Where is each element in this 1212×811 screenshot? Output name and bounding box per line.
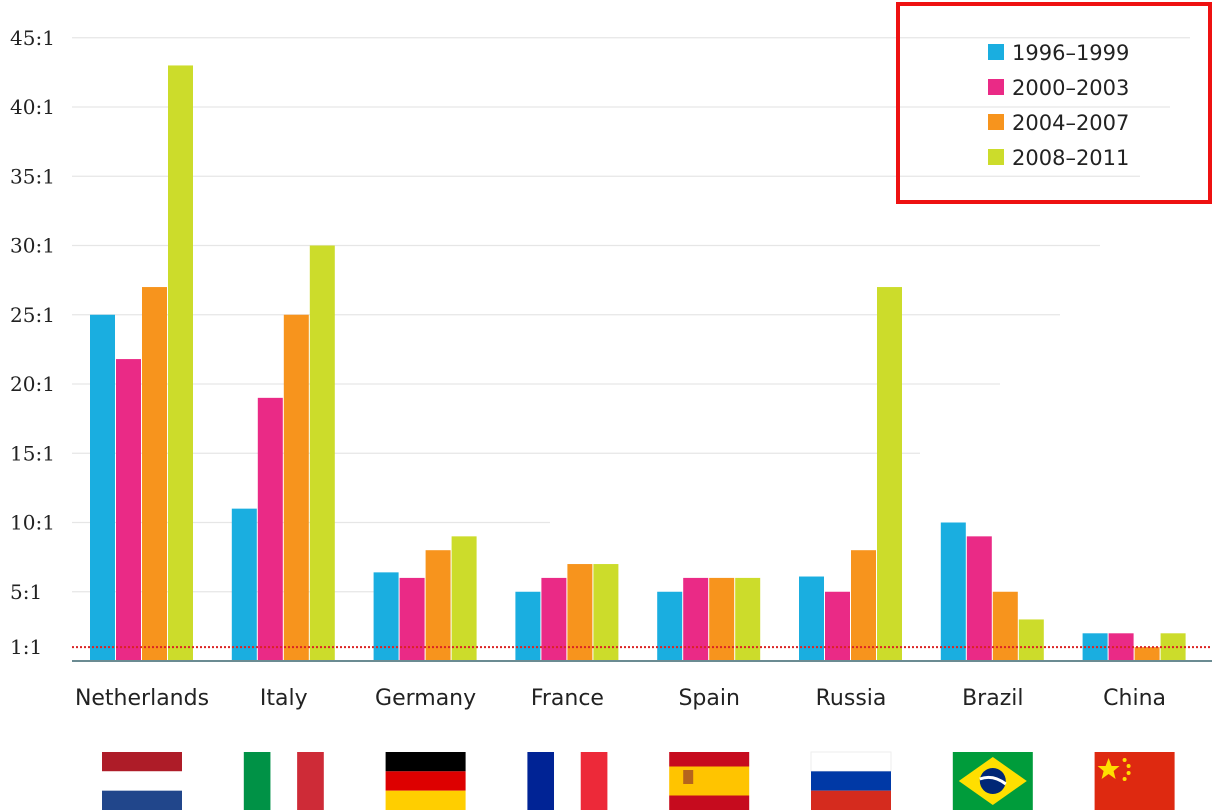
legend-swatch — [988, 149, 1004, 165]
france-flag-icon — [527, 752, 608, 810]
bar — [940, 522, 966, 661]
bar — [515, 591, 541, 661]
y-tick-label: 40:1 — [10, 95, 55, 119]
bar — [992, 591, 1018, 661]
bar — [541, 577, 567, 661]
bar — [567, 564, 593, 661]
bar — [309, 245, 335, 661]
x-tick-label: Germany — [375, 686, 476, 711]
x-tick-label: Italy — [260, 686, 308, 711]
bar — [116, 359, 141, 661]
bar — [877, 287, 902, 661]
bar — [1082, 633, 1108, 661]
bars — [90, 65, 1186, 661]
legend-label: 1996–1999 — [1012, 41, 1129, 65]
bar — [425, 550, 451, 661]
bar — [1018, 619, 1044, 661]
bar — [683, 577, 709, 661]
russia-flag-icon — [810, 751, 892, 810]
brazil-flag-icon — [952, 752, 1033, 810]
legend-swatch — [988, 114, 1004, 130]
bar — [283, 314, 309, 661]
y-tick-label: 35:1 — [10, 164, 55, 188]
bar — [657, 591, 683, 661]
x-axis-labels: Netherlands Italy Germany France Spain Russia… — [75, 686, 1166, 711]
bar — [966, 536, 992, 661]
y-tick-label: 15:1 — [10, 441, 55, 465]
legend-label: 2008–2011 — [1012, 146, 1129, 170]
x-tick-label: Brazil — [962, 686, 1023, 711]
legend-swatch — [988, 79, 1004, 95]
y-axis: 1:1 5:1 10:1 15:1 20:1 25:1 30:1 35:1 40:1 45:1 — [10, 26, 55, 659]
germany-flag-icon — [385, 752, 466, 810]
y-tick-label: 25:1 — [10, 303, 55, 327]
x-tick-label: Russia — [816, 686, 887, 711]
y-tick-label: 5:1 — [10, 580, 42, 604]
bar — [1134, 647, 1160, 661]
bar — [451, 536, 477, 661]
flags — [102, 751, 1175, 810]
bar — [825, 591, 850, 661]
bar — [231, 508, 257, 661]
bar — [399, 577, 425, 661]
netherlands-flag-icon — [102, 752, 182, 810]
bar — [735, 577, 761, 661]
bar — [90, 314, 115, 661]
legend-swatch — [988, 44, 1004, 60]
y-tick-label: 20:1 — [10, 372, 55, 396]
italy-flag-icon — [243, 752, 324, 810]
x-tick-label: Spain — [678, 686, 739, 711]
y-tick-label: 10:1 — [10, 511, 55, 535]
legend-highlight-box — [896, 2, 1212, 204]
x-tick-label: France — [531, 686, 604, 711]
legend-label: 2004–2007 — [1012, 111, 1129, 135]
bar — [142, 287, 167, 661]
bar — [851, 550, 876, 661]
china-flag-icon — [1094, 752, 1175, 810]
bar — [799, 576, 824, 661]
bar — [168, 65, 193, 661]
spain-flag-icon — [669, 752, 750, 810]
legend-label: 2000–2003 — [1012, 76, 1129, 100]
bar — [257, 397, 283, 661]
y-tick-label: 30:1 — [10, 234, 55, 258]
legend: 1996–1999 2000–2003 2004–2007 2008–2011 — [896, 2, 1212, 204]
x-tick-label: China — [1103, 686, 1166, 711]
bar — [709, 577, 735, 661]
gridlines — [72, 37, 1190, 593]
x-tick-label: Netherlands — [75, 686, 209, 711]
y-tick-label: 45:1 — [10, 26, 55, 50]
bar — [593, 564, 619, 661]
y-tick-label: 1:1 — [10, 635, 42, 659]
